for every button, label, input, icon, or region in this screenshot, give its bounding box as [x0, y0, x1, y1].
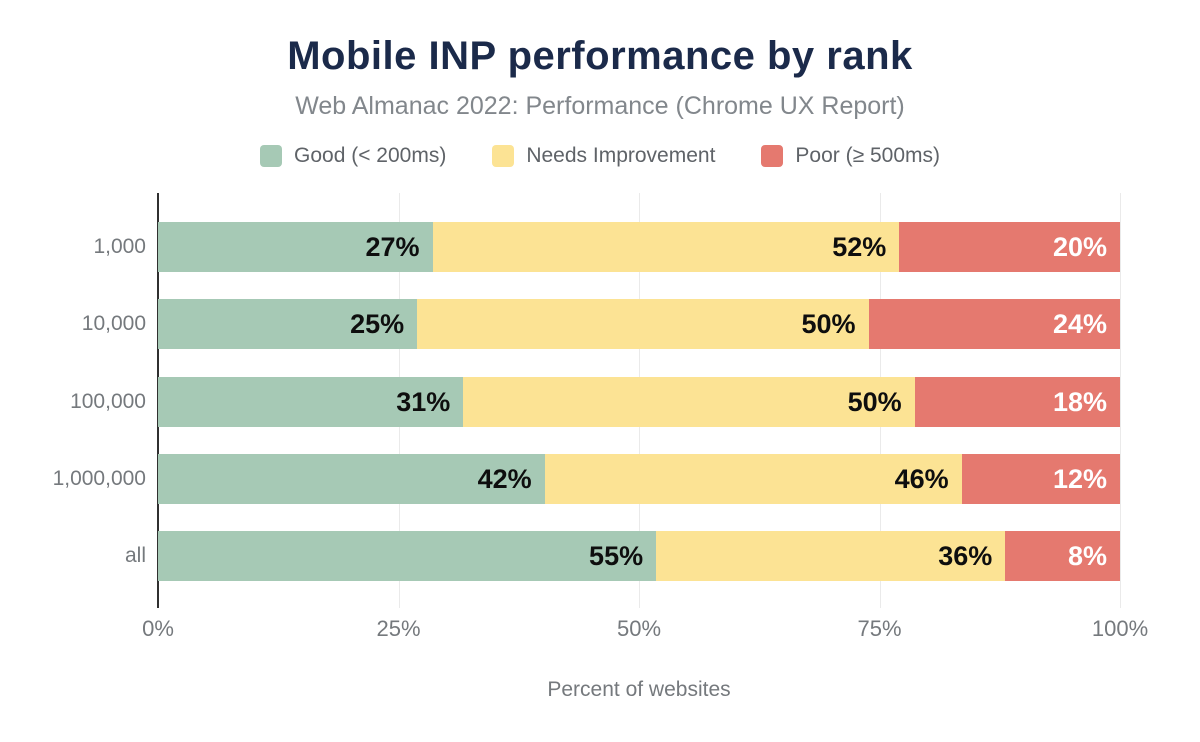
bar-segment-good: 55% [158, 531, 657, 581]
x-tick-label-75: 75% [857, 616, 902, 641]
segment-value-label: 12% [1052, 463, 1107, 494]
bar-segment-needs-improvement: 36% [656, 531, 1006, 581]
chart-title: Mobile INP performance by rank [287, 34, 913, 78]
segment-value-label: 50% [801, 309, 856, 340]
legend: Good (< 200ms) Needs Improvement Poor (≥ 5… [0, 140, 1200, 172]
bar-segment-good: 27% [158, 222, 433, 272]
segment-value-label: 25% [350, 309, 405, 340]
x-tick-label-50: 50% [616, 616, 662, 641]
x-tick-label-0: 0% [142, 616, 174, 641]
legend-item-needs-improvement: Needs Improvement [492, 144, 715, 168]
bar-segment-needs-improvement: 50% [463, 376, 915, 427]
category-label-4: all [124, 544, 146, 567]
legend-label-good: Good (< 200ms) [294, 144, 447, 167]
bar-segment-poor: 24% [868, 299, 1120, 350]
bar-segment-poor: 12% [961, 453, 1120, 504]
legend-swatch-good [260, 145, 282, 167]
segment-value-label: 20% [1052, 232, 1107, 262]
bar-row-1: 25% 50% 24% [158, 299, 1120, 350]
segment-value-label: 31% [396, 386, 451, 417]
legend-item-good: Good (< 200ms) [260, 144, 446, 168]
bar-row-4: 55% 36% 8% [158, 531, 1121, 581]
bar-segment-good: 31% [158, 376, 464, 427]
segment-value-label: 27% [365, 232, 420, 262]
segment-value-label: 52% [832, 232, 887, 262]
segment-value-label: 8% [1067, 541, 1108, 571]
bar-segment-needs-improvement: 46% [544, 453, 962, 504]
bar-row-3: 42% 46% 12% [158, 453, 1120, 504]
bar-segment-good: 42% [158, 453, 545, 504]
legend-item-poor: Poor (≥ 500ms) [761, 144, 940, 168]
segment-value-label: 42% [477, 463, 532, 494]
category-label-3: 1,000,000 [52, 466, 146, 490]
legend-swatch-poor [761, 145, 784, 167]
category-label-1: 10,000 [81, 312, 146, 336]
x-tick-label-25: 25% [376, 616, 421, 641]
bar-row-0: 27% 52% 20% [158, 222, 1120, 272]
bar-segment-poor: 20% [899, 222, 1120, 272]
segment-value-label: 24% [1052, 309, 1107, 340]
x-axis-title: Percent of websites [547, 678, 731, 701]
legend-label-needs-improvement: Needs Improvement [526, 144, 716, 167]
segment-value-label: 18% [1052, 386, 1107, 417]
legend-swatch-needs-improvement [492, 145, 515, 167]
bar-segment-poor: 8% [1005, 531, 1121, 581]
bar-row-2: 31% 50% 18% [158, 376, 1120, 427]
bar-segment-good: 25% [158, 299, 418, 350]
bar-segment-needs-improvement: 52% [432, 222, 900, 272]
bar-segment-needs-improvement: 50% [417, 299, 869, 350]
legend-label-poor: Poor (≥ 500ms) [795, 144, 940, 167]
segment-value-label: 50% [847, 386, 902, 417]
x-tick-label-100: 100% [1091, 616, 1149, 641]
gridline-100 [1120, 193, 1121, 608]
segment-value-label: 46% [894, 463, 949, 494]
category-label-2: 100,000 [70, 389, 146, 413]
segment-value-label: 36% [938, 541, 993, 571]
chart-subtitle: Web Almanac 2022: Performance (Chrome UX… [295, 92, 905, 120]
segment-value-label: 55% [589, 541, 644, 571]
bar-segment-poor: 18% [914, 376, 1120, 427]
category-label-0: 1,000 [93, 235, 146, 258]
